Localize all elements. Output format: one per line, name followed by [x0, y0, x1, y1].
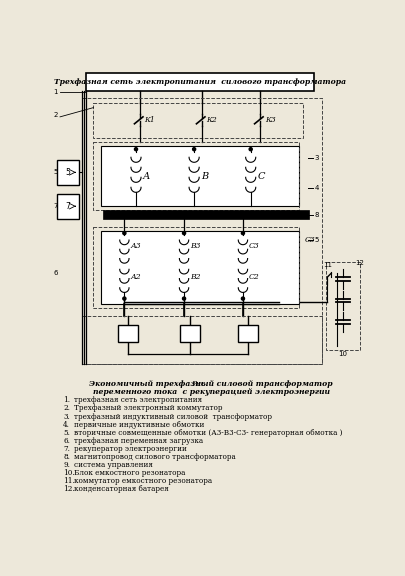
Text: Блок емкостного резонатора: Блок емкостного резонатора [74, 469, 185, 477]
Bar [57, 160, 79, 185]
Text: А3: А3 [130, 242, 141, 250]
Text: трехфазная сеть электропитания: трехфазная сеть электропитания [74, 396, 202, 404]
Circle shape [192, 147, 195, 151]
Bar [93, 227, 298, 308]
Text: С2: С2 [249, 273, 259, 281]
Text: 2: 2 [53, 112, 58, 118]
Text: 7.: 7. [63, 445, 70, 453]
Bar [180, 325, 200, 342]
Text: Трехфазная сеть электропитания  силового трансформатора: Трехфазная сеть электропитания силового … [54, 78, 345, 86]
Text: А: А [143, 172, 150, 181]
Text: система управления: система управления [74, 461, 153, 469]
Bar [81, 316, 321, 364]
Bar [118, 325, 138, 342]
Text: 12.: 12. [63, 486, 75, 493]
Circle shape [182, 232, 185, 234]
Text: 10.: 10. [63, 469, 75, 477]
Text: 7: 7 [53, 203, 58, 209]
Text: С3: С3 [249, 242, 259, 250]
Bar [93, 103, 302, 138]
Text: 11.: 11. [63, 478, 75, 485]
Text: магнитопровод силового трансформатора: магнитопровод силового трансформатора [74, 453, 235, 461]
Text: вторичные совмещенные обмотки (А3-В3-С3- генераторная обмотка ): вторичные совмещенные обмотки (А3-В3-С3-… [74, 429, 342, 437]
Text: 5: 5 [65, 168, 70, 177]
Text: 1.: 1. [63, 396, 70, 404]
Text: трехфазный индуктивный силовой  трансформатор: трехфазный индуктивный силовой трансформ… [74, 412, 271, 420]
Text: В3: В3 [190, 242, 200, 250]
Text: рекуператор электроэнергии: рекуператор электроэнергии [74, 445, 186, 453]
Text: С: С [257, 172, 264, 181]
Text: 8.: 8. [63, 453, 70, 461]
Text: К1: К1 [144, 116, 155, 124]
Text: 1: 1 [53, 89, 58, 95]
Text: переменного тока  с рекуперацией электроэнергии: переменного тока с рекуперацией электроэ… [92, 388, 329, 396]
Text: В: В [200, 172, 208, 181]
Bar [101, 231, 298, 304]
Text: А2: А2 [130, 273, 141, 281]
Text: 5: 5 [53, 169, 58, 175]
Text: С3: С3 [304, 236, 315, 244]
Bar [93, 142, 298, 210]
Circle shape [249, 147, 252, 151]
Text: 4: 4 [313, 185, 318, 191]
Text: Экономичный трехфазный силовой трансформатор: Экономичный трехфазный силовой трансформ… [89, 380, 332, 388]
Bar [103, 210, 308, 219]
Text: первичные индуктивные обмотки: первичные индуктивные обмотки [74, 420, 204, 429]
Bar [81, 98, 321, 364]
Text: 3.: 3. [63, 412, 70, 420]
Circle shape [123, 232, 126, 234]
Text: Трехфазный электронный коммутатор: Трехфазный электронный коммутатор [74, 404, 222, 412]
Bar [325, 262, 359, 350]
Bar [85, 73, 313, 92]
Text: Рис.: Рис. [191, 380, 208, 388]
Text: В2: В2 [190, 273, 200, 281]
Text: 10: 10 [338, 351, 347, 357]
Text: коммутатор емкостного резонатора: коммутатор емкостного резонатора [74, 478, 211, 485]
Circle shape [123, 297, 126, 300]
Text: К3: К3 [264, 116, 275, 124]
Text: 11: 11 [323, 263, 332, 268]
Text: конденсаторная батарея: конденсаторная батарея [74, 486, 168, 493]
Text: 3: 3 [313, 155, 318, 161]
Circle shape [182, 297, 185, 300]
Text: 5.: 5. [63, 429, 70, 437]
Bar [57, 194, 79, 218]
Bar [238, 325, 258, 342]
Text: трехфазная переменная загрузка: трехфазная переменная загрузка [74, 437, 202, 445]
Circle shape [241, 232, 244, 234]
Text: 7: 7 [65, 202, 70, 211]
Text: 5: 5 [313, 237, 318, 243]
Text: 6.: 6. [63, 437, 70, 445]
Text: 4.: 4. [63, 420, 70, 429]
Text: 8: 8 [313, 211, 318, 218]
Circle shape [134, 147, 137, 151]
Circle shape [241, 297, 244, 300]
Text: 2.: 2. [63, 404, 70, 412]
Text: 9.: 9. [63, 461, 70, 469]
Text: 6: 6 [53, 270, 58, 276]
Text: 12: 12 [354, 260, 363, 266]
Bar [101, 146, 298, 206]
Text: К2: К2 [206, 116, 217, 124]
